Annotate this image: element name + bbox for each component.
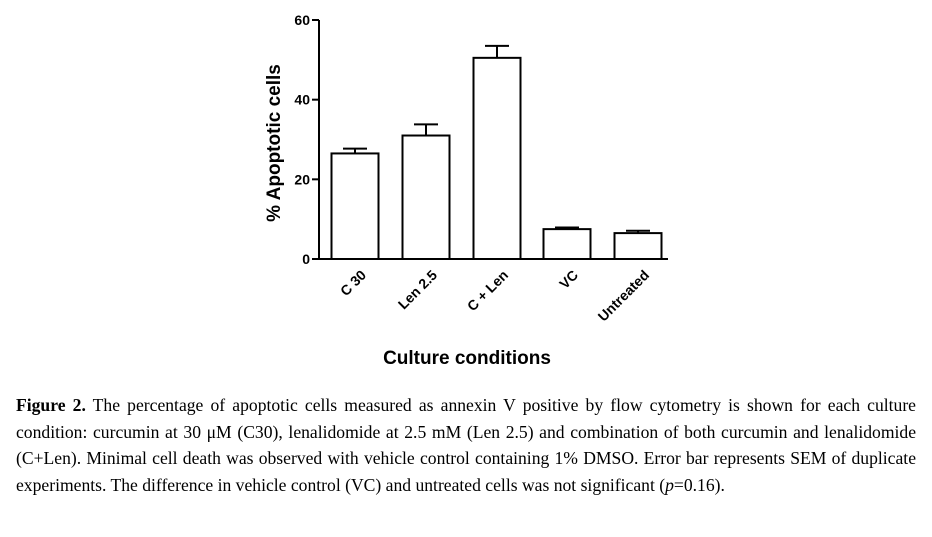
bars-group bbox=[330, 56, 663, 261]
x-tick-label: Untreated bbox=[595, 267, 653, 325]
axes-group bbox=[318, 20, 668, 260]
caption-text-part1: The percentage of apoptotic cells measur… bbox=[16, 395, 916, 495]
y-tick-label: 60 bbox=[294, 12, 310, 28]
bar bbox=[613, 232, 663, 261]
x-tick-label: C + Len bbox=[464, 267, 511, 314]
x-tick-label: C 30 bbox=[337, 267, 369, 299]
bar bbox=[472, 56, 522, 261]
figure-caption: Figure 2. The percentage of apoptotic ce… bbox=[16, 392, 916, 498]
y-tick-label: 20 bbox=[294, 171, 310, 187]
x-tick-label: Len 2.5 bbox=[395, 267, 441, 313]
y-axis-label: % Apoptotic cells bbox=[264, 64, 285, 222]
x-axis-label: Culture conditions bbox=[383, 348, 551, 369]
bar bbox=[401, 134, 451, 260]
error-bars-group bbox=[343, 44, 650, 234]
caption-text-part2: =0.16). bbox=[673, 474, 725, 495]
x-tick-labels-group: C 30 Len 2.5 C + Len VC Untreated bbox=[337, 267, 652, 325]
x-tick-label: VC bbox=[556, 267, 581, 292]
bar bbox=[330, 152, 380, 260]
y-tick-label: 40 bbox=[294, 92, 310, 108]
bar bbox=[542, 228, 592, 260]
bar-chart: 0 20 40 60 C 30 Len 2.5 C + Len VC Untreated % … bbox=[264, 12, 668, 369]
y-ticks-group: 0 20 40 60 bbox=[294, 12, 319, 267]
y-tick-label: 0 bbox=[302, 251, 310, 267]
caption-p-symbol: p bbox=[665, 474, 674, 495]
caption-figure-label: Figure 2. bbox=[16, 395, 86, 415]
